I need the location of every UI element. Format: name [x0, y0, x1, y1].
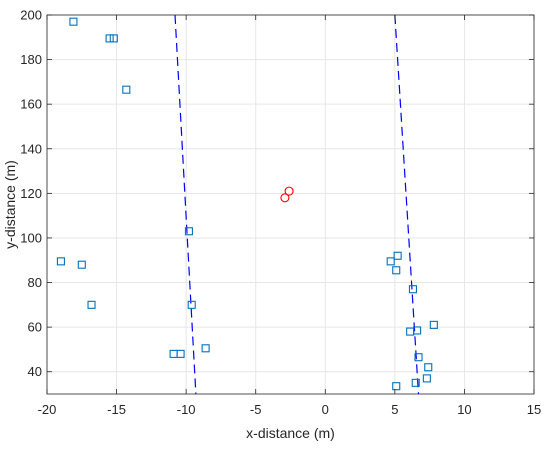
circle-marker: [280, 193, 290, 203]
square-marker: [187, 300, 196, 309]
x-tick-label: -15: [107, 402, 126, 417]
y-tick-label: 100: [20, 230, 42, 245]
square-marker: [56, 257, 65, 266]
x-tick-label: 10: [457, 402, 471, 417]
circle-marker: [284, 186, 294, 196]
square-marker: [122, 85, 131, 94]
plot-background: [47, 15, 534, 394]
square-marker: [69, 17, 78, 26]
square-marker: [184, 227, 193, 236]
y-tick-label: 60: [28, 320, 42, 335]
y-tick-label: 160: [20, 97, 42, 112]
y-tick-labels: 40 60 80 100 120 140 160 180 200: [20, 8, 42, 380]
dashed-boundary-lines: [174, 14, 420, 395]
square-marker: [393, 251, 402, 260]
x-axis-label: x-distance (m): [246, 425, 335, 441]
square-marker: [105, 34, 114, 43]
x-tick-label: 5: [391, 402, 398, 417]
dashed-line: [394, 14, 420, 395]
square-marker: [413, 326, 422, 335]
square-marker: [109, 34, 118, 43]
square-marker: [392, 382, 401, 391]
plot-frame: [46, 14, 535, 395]
x-tick-label: -20: [38, 402, 57, 417]
y-tick-label: 80: [28, 275, 42, 290]
y-tick-label: 140: [20, 141, 42, 156]
x-tick-label: -5: [250, 402, 262, 417]
square-marker: [411, 378, 420, 387]
dashed-line: [174, 14, 197, 395]
x-tick-labels: -20 -15 -10 -5 0 5 10 15: [38, 402, 542, 417]
y-tick-label: 200: [20, 8, 42, 23]
square-marker: [386, 257, 395, 266]
square-marker: [429, 320, 438, 329]
x-tick-label: -10: [177, 402, 196, 417]
square-marker: [392, 266, 401, 275]
square-marker: [77, 260, 86, 269]
square-marker: [176, 349, 185, 358]
square-marker: [408, 285, 417, 294]
y-tick-label: 180: [20, 52, 42, 67]
y-axis-label: y-distance (m): [2, 160, 18, 249]
y-tick-label: 120: [20, 186, 42, 201]
square-marker: [422, 374, 431, 383]
x-tick-label: 15: [527, 402, 541, 417]
square-marker: [424, 363, 433, 372]
axis-ticks: [46, 14, 535, 394]
y-tick-label: 40: [28, 364, 42, 379]
square-marker: [201, 344, 210, 353]
square-marker: [414, 353, 423, 362]
square-marker: [87, 300, 96, 309]
x-tick-label: 0: [322, 402, 329, 417]
data-points: [56, 17, 438, 391]
